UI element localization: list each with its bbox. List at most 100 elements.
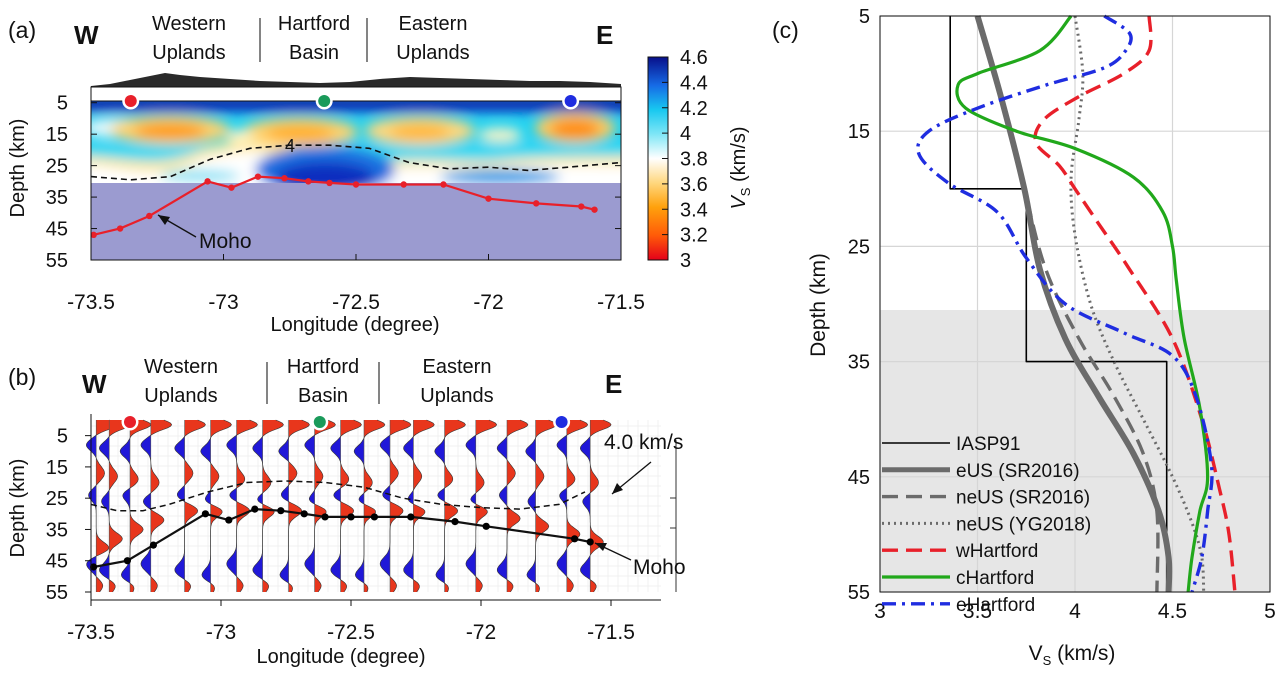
y-tick-label: 5 — [57, 93, 68, 115]
wiggle-negative-fill — [226, 420, 237, 592]
moho-point — [91, 231, 97, 239]
panel-b-east-label: E — [605, 369, 622, 399]
wiggle-trace — [174, 419, 206, 593]
y-tick-label: 15 — [848, 121, 870, 143]
velocity-heatmap — [91, 101, 621, 260]
y-tick-label: 45 — [46, 219, 68, 241]
wiggle-trace — [556, 419, 589, 593]
y-tick-label: 5 — [859, 6, 870, 28]
wiggle-trace — [434, 419, 466, 593]
panel-a-region-western-line2: Uplands — [152, 42, 225, 64]
wiggle-trace — [140, 419, 173, 593]
wiggle-trace — [579, 419, 612, 593]
wiggle-negative-fill — [580, 420, 591, 592]
colorbar-tick-label: 3.8 — [680, 149, 708, 171]
wiggle-trace — [525, 419, 557, 593]
panel-a-stations — [122, 92, 580, 110]
panel-b-region-eastern-line1: Eastern — [423, 356, 492, 378]
x-tick-label: 3.5 — [963, 600, 992, 623]
wiggle-trace — [252, 419, 284, 593]
moho-point — [485, 195, 492, 202]
wiggle-trace — [403, 419, 435, 593]
y-tick-label: 35 — [46, 519, 68, 541]
wiggle-negative-fill — [354, 420, 364, 592]
wiggle-positive-fill — [444, 420, 466, 592]
moho-point — [407, 513, 415, 521]
station-marker — [318, 95, 331, 107]
station-marker — [313, 416, 326, 428]
panel-c-profiles — [916, 14, 1237, 593]
panel-a-moho-label: Moho — [199, 230, 252, 253]
moho-point — [321, 513, 329, 521]
colorbar-tick-label: 4.2 — [680, 98, 708, 120]
y-tick-label: 15 — [46, 457, 68, 479]
moho-point — [370, 513, 378, 521]
moho-point — [90, 563, 98, 571]
profile-whartford — [1033, 15, 1237, 593]
x-tick-label: 4.5 — [1158, 600, 1187, 623]
profile-ehartford — [916, 14, 1214, 593]
panel-a-region-hartford-line2: Basin — [289, 42, 339, 64]
wiggle-trace — [330, 419, 362, 593]
wiggle-negative-fill — [200, 420, 211, 592]
panel-b-y-axis-label: Depth (km) — [7, 459, 29, 558]
panel-a-surface-strip — [90, 86, 622, 102]
y-tick-label: 25 — [46, 488, 68, 510]
wiggle-negative-fill — [120, 420, 130, 592]
wiggle-positive-fill — [236, 420, 258, 592]
panel-a-vs4-contour — [91, 144, 621, 181]
moho-point — [347, 513, 355, 521]
moho-point — [149, 541, 157, 549]
moho-point — [352, 181, 360, 188]
panel-b-x-axis-label: Longitude (degree) — [256, 646, 425, 668]
panel-c-axes-frame — [879, 15, 1271, 593]
panel-b-west-label: W — [82, 369, 107, 399]
moho-point — [300, 510, 308, 518]
station-marker — [124, 95, 137, 107]
panel-c-x-axis-label: VS (km/s) — [1029, 642, 1116, 668]
moho-point — [116, 225, 124, 232]
colorbar-tick-label: 4.4 — [680, 72, 708, 94]
panel-a-region-western-line1: Western — [152, 13, 226, 35]
legend-label: neUS (YG2018) — [956, 514, 1091, 535]
moho-point — [571, 535, 579, 543]
y-tick-label: 45 — [848, 467, 870, 489]
panel-a-moho-line — [93, 175, 595, 236]
panel-b-region-hartford-line1: Hartford — [287, 356, 359, 378]
panel-b-moho-arrowhead — [595, 543, 607, 551]
moho-point — [326, 179, 333, 187]
x-tick-label: -71.5 — [587, 621, 635, 644]
wiggle-trace — [98, 419, 131, 593]
panel-b-moho-points — [90, 505, 594, 571]
panel-b-contour-label: 4.0 km/s — [604, 431, 683, 454]
moho-point — [251, 505, 259, 513]
panel-b-stations — [121, 413, 571, 431]
y-tick-label: 55 — [46, 250, 68, 272]
panel-a-region-hartford-line1: Hartford — [278, 13, 350, 35]
moho-point — [533, 200, 540, 207]
profile-iasp91 — [949, 16, 1168, 592]
panel-c-legend: IASP91 eUS (SR2016) neUS (SR2016) neUS (YG2… — [882, 434, 1091, 616]
profile-chartford — [955, 14, 1210, 593]
colorbar-label: VS (km/s) — [728, 126, 753, 209]
wiggle-negative-fill — [304, 420, 315, 592]
wiggle-trace — [226, 419, 258, 593]
moho-point — [254, 173, 262, 180]
panel-a-ticks: -73.5 -73 -72.5 -72 -71.5 5 15 25 35 45 55 — [46, 93, 645, 314]
wiggle-negative-fill — [380, 420, 390, 592]
moho-point — [146, 212, 153, 220]
panel-b-moho-line — [93, 507, 591, 569]
wiggle-trace — [200, 419, 232, 593]
y-tick-label: 25 — [848, 236, 870, 258]
wiggle-negative-fill — [86, 420, 97, 592]
y-tick-label: 55 — [46, 582, 68, 604]
legend-label: IASP91 — [956, 434, 1020, 455]
panel-a-contour-label: 4 — [285, 136, 295, 156]
moho-point — [277, 507, 285, 515]
panel-a-moho-arrowhead — [158, 215, 170, 225]
colorbar-ticks: 4.6 4.4 4.2 4 3.8 3.6 3.4 3.2 3 — [662, 47, 708, 272]
profile-neus-sr2016 — [975, 15, 1160, 593]
colorbar-tick-label: 4 — [680, 123, 691, 145]
